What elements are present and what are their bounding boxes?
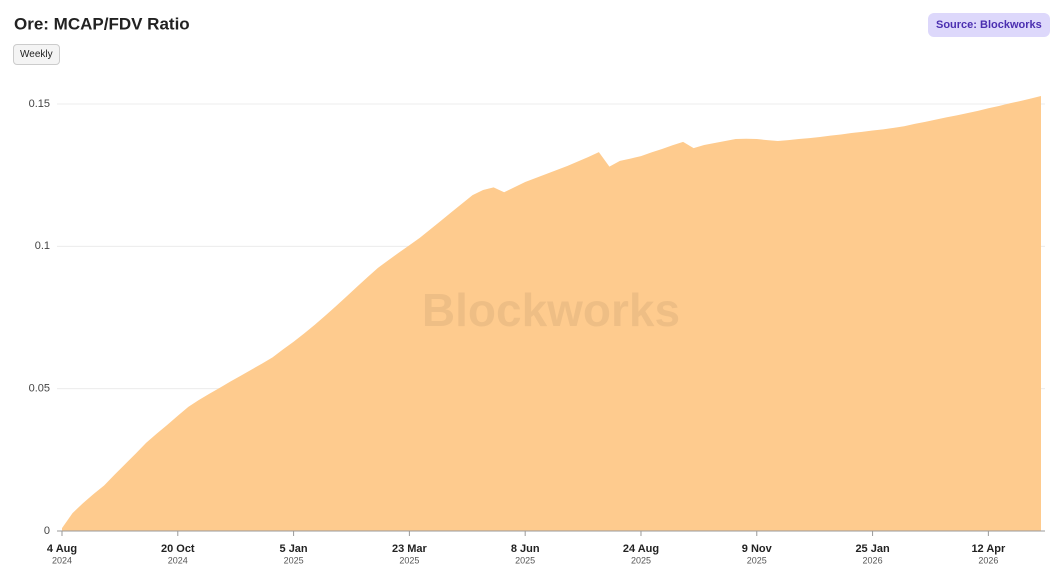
source-badge[interactable]: Source: Blockworks	[928, 13, 1050, 37]
x-tick-label: 8 Jun	[511, 543, 540, 555]
chart-title: Ore: MCAP/FDV Ratio	[14, 14, 190, 33]
y-tick-label: 0.15	[29, 98, 50, 110]
x-tick-year: 2025	[515, 555, 535, 565]
x-tick-label: 24 Aug	[623, 543, 659, 555]
x-tick-label: 9 Nov	[742, 543, 773, 555]
x-tick-year: 2025	[284, 555, 304, 565]
x-tick-year: 2025	[399, 555, 419, 565]
x-tick-label: 5 Jan	[280, 543, 308, 555]
x-tick-year: 2024	[168, 555, 188, 565]
y-tick-label: 0	[44, 525, 50, 537]
area	[62, 96, 1041, 531]
x-tick-year: 2026	[863, 555, 883, 565]
x-tick-label: 4 Aug	[47, 543, 77, 555]
x-tick-label: 20 Oct	[161, 543, 195, 555]
watermark: Blockworks	[422, 284, 680, 336]
x-tick-year: 2025	[631, 555, 651, 565]
x-tick-year: 2024	[52, 555, 72, 565]
x-tick-year: 2025	[747, 555, 767, 565]
y-tick-label: 0.1	[35, 240, 50, 252]
x-tick-label: 23 Mar	[392, 543, 428, 555]
x-tick-label: 25 Jan	[855, 543, 890, 555]
frequency-button[interactable]: Weekly	[13, 44, 60, 65]
y-tick-label: 0.05	[29, 383, 50, 395]
x-tick-label: 12 Apr	[971, 543, 1006, 555]
x-tick-year: 2026	[978, 555, 998, 565]
